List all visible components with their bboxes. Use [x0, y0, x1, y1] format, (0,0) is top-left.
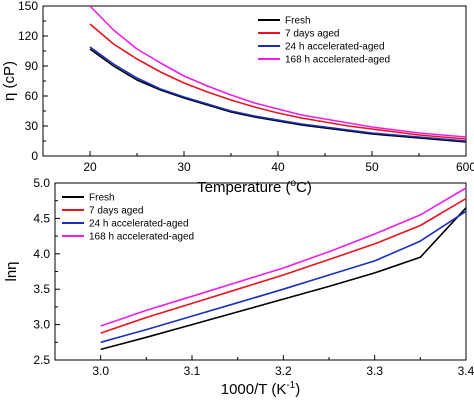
- x-tick-label: 3.2: [275, 364, 292, 378]
- legend-label: Fresh: [285, 16, 311, 27]
- y-tick-label: 0: [31, 149, 38, 163]
- x-tick-label: 600: [456, 160, 474, 174]
- x-tick-label: 3.1: [184, 364, 201, 378]
- series-line: [100, 197, 467, 334]
- y-axis-label: lnη: [3, 261, 20, 281]
- y-axis-label: η (cP): [1, 61, 18, 101]
- series-line: [100, 207, 467, 351]
- legend-label: 24 h accelerated-aged: [285, 42, 385, 53]
- y-tick-label: 60: [25, 89, 39, 103]
- x-tick-label: 3.0: [92, 364, 109, 378]
- y-tick-label: 4.0: [33, 247, 50, 261]
- x-axis-label: Temperature (oC): [197, 178, 312, 196]
- x-tick-label: 3.4: [458, 364, 474, 378]
- y-tick-label: 5.0: [33, 176, 50, 190]
- x-tick-label: 3.3: [366, 364, 383, 378]
- x-tick-label: 20: [83, 160, 97, 174]
- x-axis-label: 1000/T (K-1): [221, 380, 301, 398]
- series-line: [100, 187, 467, 327]
- y-tick-label: 90: [25, 59, 39, 73]
- legend-label: 24 h accelerated-aged: [89, 219, 189, 230]
- series-line: [89, 46, 467, 142]
- legend-label: Fresh: [89, 193, 115, 204]
- series-line: [89, 48, 467, 143]
- x-tick-label: 50: [365, 160, 379, 174]
- viscosity-vs-temperature-chart: 20 30 40 50 600 0 30 60 90 120 150 Temperature (oC)…: [1, 0, 474, 196]
- y-tick-label: 120: [18, 29, 38, 43]
- y-tick-label: 30: [25, 119, 39, 133]
- ln-viscosity-vs-inverse-temperature-chart: 3.0 3.1 3.2 3.3 3.4 2.5 3.0 3.5 4.0 4.5 5.0 1000/T …: [3, 176, 474, 398]
- y-tick-label: 3.0: [33, 318, 50, 332]
- series-line: [89, 23, 467, 140]
- x-tick-label: 40: [271, 160, 285, 174]
- series-line: [100, 210, 467, 344]
- y-tick-label: 4.5: [33, 211, 50, 225]
- x-tick-label: 30: [177, 160, 191, 174]
- y-tick-label: 150: [18, 0, 38, 13]
- series-line: [89, 5, 467, 138]
- y-tick-label: 3.5: [33, 282, 50, 296]
- legend-label: 7 days aged: [285, 29, 340, 40]
- legend-label: 7 days aged: [89, 206, 144, 217]
- legend-label: 168 h accelerated-aged: [285, 55, 390, 66]
- legend-label: 168 h accelerated-aged: [89, 232, 194, 243]
- y-tick-label: 2.5: [33, 353, 50, 367]
